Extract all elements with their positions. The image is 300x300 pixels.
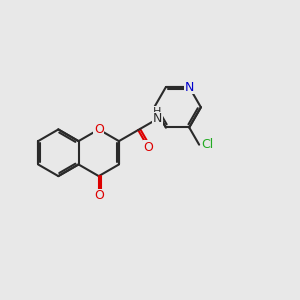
Text: O: O: [94, 123, 104, 136]
Text: O: O: [143, 141, 153, 154]
Text: H: H: [153, 107, 161, 117]
Text: Cl: Cl: [201, 138, 214, 151]
Text: O: O: [94, 189, 104, 203]
Text: N: N: [153, 112, 162, 125]
Text: N: N: [184, 81, 194, 94]
